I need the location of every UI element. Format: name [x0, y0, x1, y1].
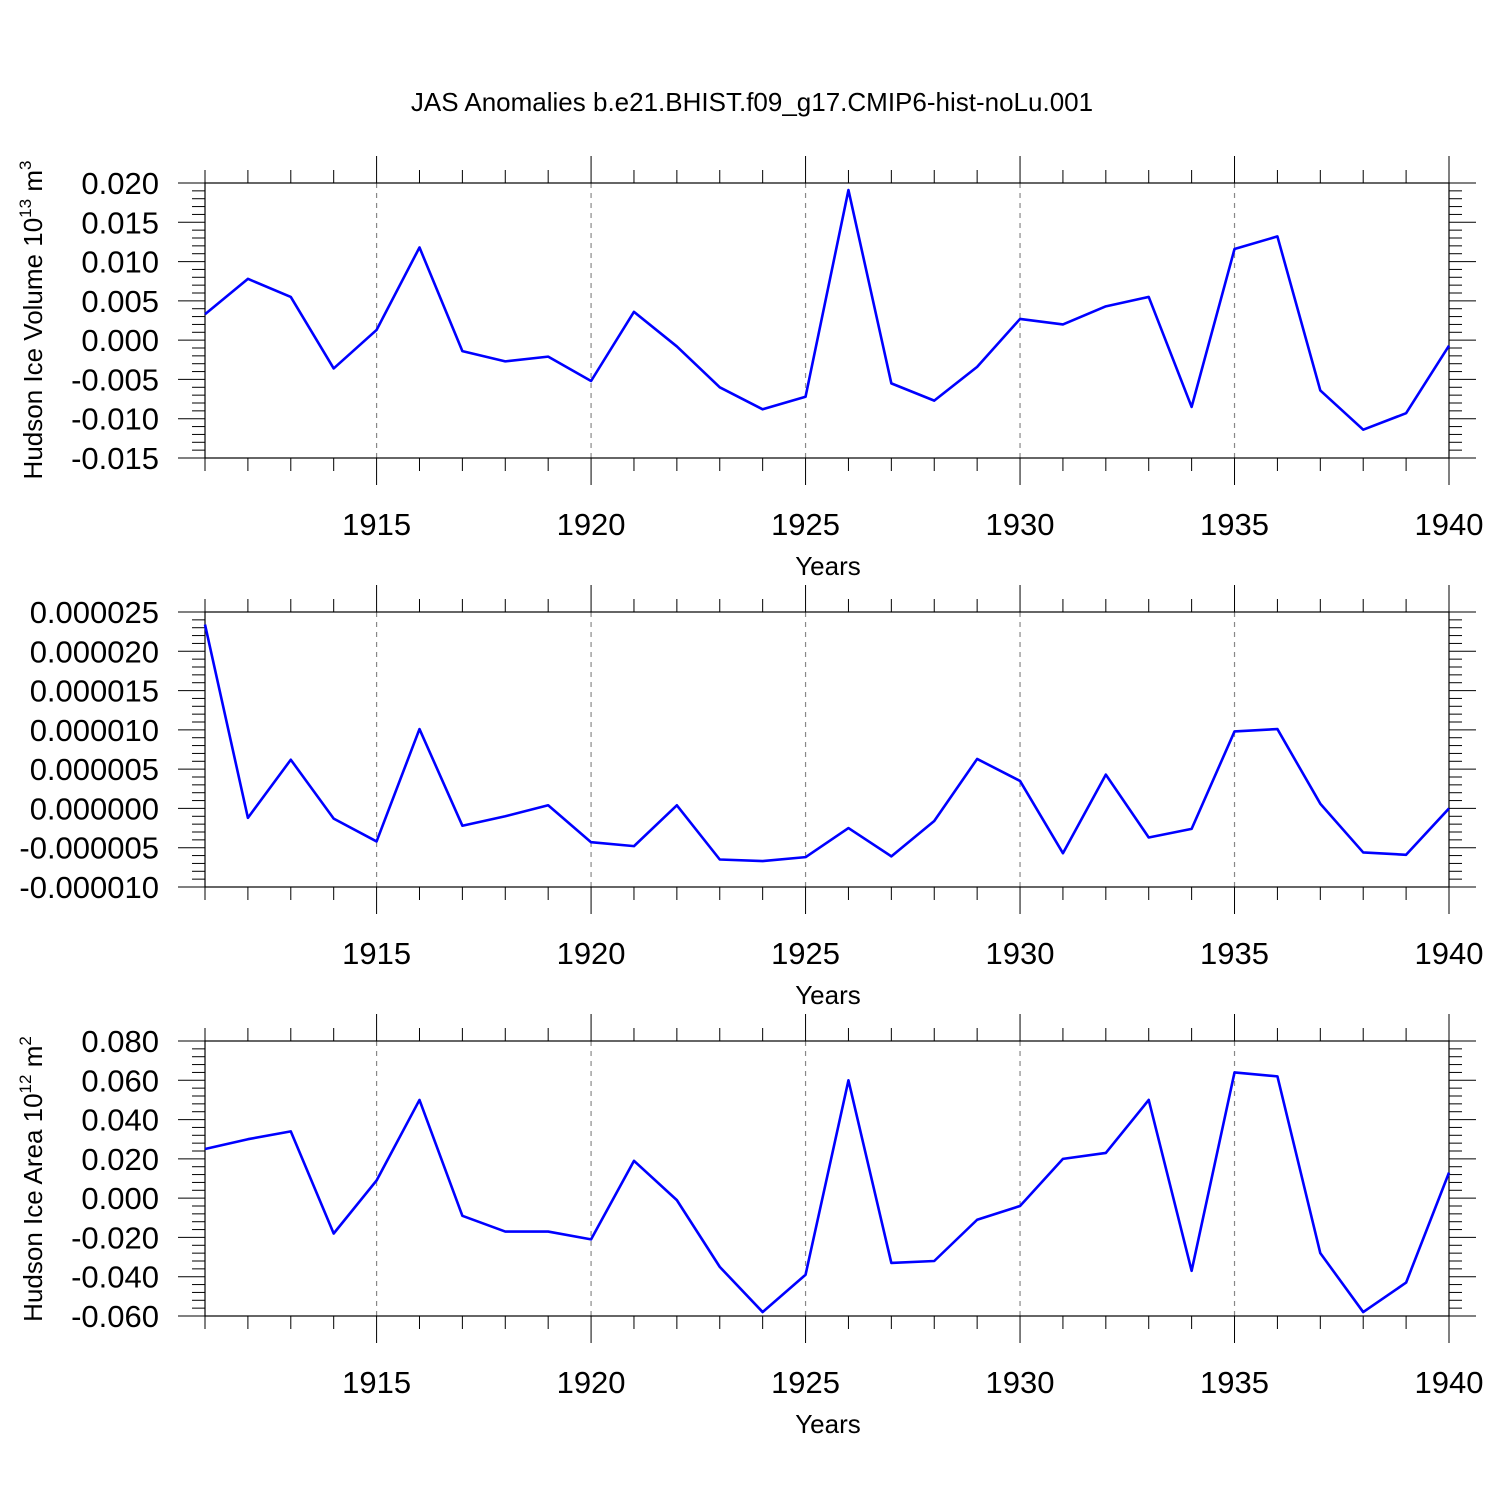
- y-tick-label: 0.015: [81, 205, 159, 240]
- x-tick-label: 1915: [342, 507, 411, 542]
- x-tick-label: 1915: [342, 936, 411, 971]
- x-tick-label: 1930: [986, 936, 1055, 971]
- y-tick-label: 0.040: [81, 1103, 159, 1138]
- y-tick-label: 0.000020: [30, 634, 159, 669]
- y-tick-label: 0.000: [81, 323, 159, 358]
- x-tick-label: 1925: [771, 507, 840, 542]
- x-tick-label: 1935: [1200, 936, 1269, 971]
- y-tick-label: -0.000005: [19, 831, 159, 866]
- y-tick-label: 0.000010: [30, 713, 159, 748]
- y-tick-label: -0.060: [71, 1299, 159, 1334]
- y-tick-label: 0.000000: [30, 791, 159, 826]
- plot-frame: [204, 182, 1450, 459]
- y-tick-label: 0.000025: [30, 595, 159, 630]
- x-tick-label: 1925: [771, 936, 840, 971]
- x-tick-label: 1915: [342, 1365, 411, 1400]
- y-tick-label: 0.000: [81, 1181, 159, 1216]
- y-tick-label: -0.005: [71, 362, 159, 397]
- x-axis-label: Years: [795, 1409, 861, 1439]
- x-tick-label: 1920: [557, 936, 626, 971]
- plot-frame: [204, 611, 1450, 888]
- panel-3: -0.060 -0.040 -0.020 0.000 0.020 0.040 0.060 0.…: [16, 1014, 1483, 1439]
- y-tick-label: 0.010: [81, 245, 159, 280]
- x-axis-label: Years: [795, 551, 861, 581]
- y-tick-label: 0.000015: [30, 674, 159, 709]
- y-tick-label: -0.000010: [19, 870, 159, 905]
- x-tick-label: 1920: [557, 507, 626, 542]
- panels: -0.015 -0.010 -0.005 0.000 0.005 0.010 0.015 0.…: [16, 156, 1483, 1439]
- panel-1: -0.015 -0.010 -0.005 0.000 0.005 0.010 0.015 0.…: [16, 156, 1483, 581]
- x-tick-label: 1920: [557, 1365, 626, 1400]
- chart-title: JAS Anomalies b.e21.BHIST.f09_g17.CMIP6-…: [411, 87, 1093, 117]
- series-line: [204, 188, 1451, 432]
- x-tick-label: 1930: [986, 507, 1055, 542]
- plot-frame: [204, 1040, 1450, 1317]
- y-tick-label: 0.060: [81, 1063, 159, 1098]
- x-tick-label: 1930: [986, 1365, 1055, 1400]
- x-tick-label: 1940: [1415, 936, 1484, 971]
- x-tick-label: 1925: [771, 1365, 840, 1400]
- y-tick-label: 0.080: [81, 1024, 159, 1059]
- panel-2: -0.000010 -0.000005 0.000000 0.000005 0.0000…: [19, 585, 1483, 1010]
- x-tick-label: 1940: [1415, 507, 1484, 542]
- y-tick-label: 0.020: [81, 166, 159, 201]
- x-tick-label: 1935: [1200, 1365, 1269, 1400]
- y-axis-label: Hudson Ice Area 1012 m2: [16, 1036, 48, 1322]
- x-tick-label: 1940: [1415, 1365, 1484, 1400]
- y-tick-label: -0.010: [71, 402, 159, 437]
- y-tick-label: -0.020: [71, 1220, 159, 1255]
- series-line: [204, 1071, 1451, 1314]
- y-tick-label: -0.015: [71, 441, 159, 476]
- x-axis-label: Years: [795, 980, 861, 1010]
- y-tick-label: -0.040: [71, 1260, 159, 1295]
- y-tick-label: 0.020: [81, 1142, 159, 1177]
- y-tick-label: 0.000005: [30, 752, 159, 787]
- y-axis-label: Hudson Ice Volume 1013 m3: [16, 161, 48, 480]
- series-line: [203, 624, 1450, 863]
- x-tick-label: 1935: [1200, 507, 1269, 542]
- y-tick-label: 0.005: [81, 284, 159, 319]
